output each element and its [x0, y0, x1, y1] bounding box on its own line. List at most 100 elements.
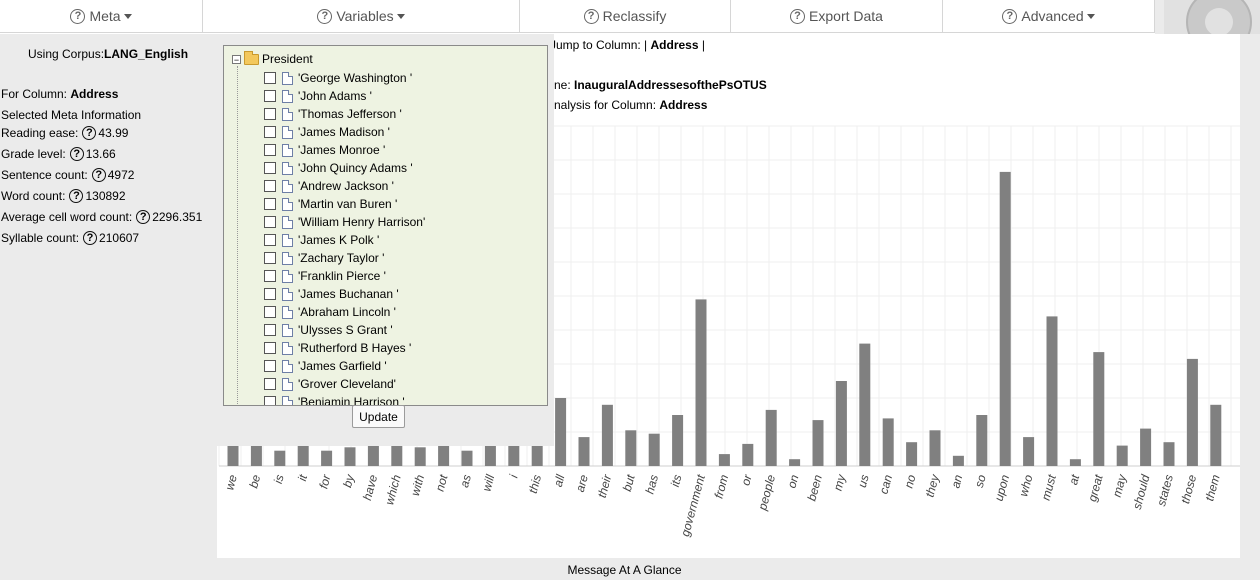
bar-who[interactable]	[1023, 437, 1035, 466]
bar-be[interactable]	[250, 438, 262, 466]
tree-item-checkbox[interactable]	[264, 144, 276, 156]
bar-an[interactable]	[952, 455, 964, 466]
tree-item-checkbox[interactable]	[264, 198, 276, 210]
bar-its[interactable]	[672, 415, 684, 466]
tree-item-checkbox[interactable]	[264, 396, 276, 405]
tree-item[interactable]: 'John Adams '	[264, 87, 372, 105]
bar-their[interactable]	[601, 404, 613, 466]
bar-no[interactable]	[906, 442, 918, 466]
bar-or[interactable]	[742, 443, 754, 466]
bar-at[interactable]	[1069, 459, 1081, 466]
bar-but[interactable]	[625, 430, 637, 466]
menu-advanced[interactable]: ? Advanced	[943, 0, 1155, 33]
tree-item[interactable]: 'Martin van Buren '	[264, 195, 397, 213]
x-tick-label: i	[506, 473, 520, 480]
tree-item[interactable]: 'John Quincy Adams '	[264, 159, 413, 177]
tree-item[interactable]: 'Grover Cleveland'	[264, 375, 396, 393]
variable-tree[interactable]: − President 'George Washington ' 'John Ad…	[223, 45, 548, 406]
bar-been[interactable]	[812, 420, 824, 466]
bar-will[interactable]	[484, 438, 496, 466]
bar-may[interactable]	[1116, 445, 1128, 466]
help-icon[interactable]: ?	[69, 189, 84, 203]
collapse-toggle-icon[interactable]: −	[232, 54, 241, 65]
bar-them[interactable]	[1210, 404, 1222, 466]
bar-us[interactable]	[859, 343, 871, 466]
tree-item-checkbox[interactable]	[264, 108, 276, 120]
bar-on[interactable]	[789, 459, 801, 466]
tree-item[interactable]: 'Benjamin Harrison '	[264, 393, 405, 405]
bar-they[interactable]	[929, 430, 941, 466]
bar-i[interactable]	[508, 438, 520, 466]
tree-item[interactable]: 'James Garfield '	[264, 357, 387, 375]
bar-so[interactable]	[976, 415, 988, 466]
bar-it[interactable]	[297, 438, 309, 466]
bar-which[interactable]	[391, 438, 403, 466]
bar-should[interactable]	[1140, 428, 1152, 466]
bar-from[interactable]	[718, 454, 730, 466]
tree-item[interactable]: 'James Madison '	[264, 123, 390, 141]
bar-must[interactable]	[1046, 316, 1058, 466]
menu-export-data[interactable]: ? Export Data	[731, 0, 943, 33]
bar-my[interactable]	[835, 381, 847, 466]
tree-item-checkbox[interactable]	[264, 180, 276, 192]
bar-are[interactable]	[578, 437, 590, 466]
jump-column-link[interactable]: Address	[650, 38, 699, 52]
bar-this[interactable]	[531, 443, 543, 466]
x-tick-label: us	[855, 473, 872, 489]
help-icon[interactable]: ?	[91, 168, 106, 182]
bar-for[interactable]	[321, 450, 333, 466]
tree-item-checkbox[interactable]	[264, 252, 276, 264]
tree-item-checkbox[interactable]	[264, 126, 276, 138]
tree-item-checkbox[interactable]	[264, 216, 276, 228]
tree-item-label: 'Rutherford B Hayes '	[298, 341, 412, 355]
bar-by[interactable]	[344, 447, 356, 466]
tree-item[interactable]: 'George Washington '	[264, 69, 412, 87]
tree-item-checkbox[interactable]	[264, 378, 276, 390]
tree-item[interactable]: 'James K Polk '	[264, 231, 379, 249]
bar-have[interactable]	[367, 438, 379, 466]
tree-item[interactable]: 'Zachary Taylor '	[264, 249, 384, 267]
tree-root[interactable]: − President	[232, 50, 313, 66]
tree-item-checkbox[interactable]	[264, 360, 276, 372]
bar-has[interactable]	[648, 433, 660, 466]
tree-item[interactable]: 'Ulysses S Grant '	[264, 321, 393, 339]
tree-item-checkbox[interactable]	[264, 72, 276, 84]
tree-item-checkbox[interactable]	[264, 306, 276, 318]
bar-all[interactable]	[555, 398, 567, 466]
tree-item-checkbox[interactable]	[264, 324, 276, 336]
tree-item[interactable]: 'William Henry Harrison'	[264, 213, 425, 231]
help-icon[interactable]: ?	[69, 147, 84, 161]
bar-we[interactable]	[227, 438, 239, 466]
bar-as[interactable]	[461, 450, 473, 466]
tree-item-checkbox[interactable]	[264, 342, 276, 354]
tree-item[interactable]: 'Abraham Lincoln '	[264, 303, 396, 321]
update-button[interactable]: Update	[352, 405, 405, 428]
bar-can[interactable]	[882, 418, 894, 466]
bar-is[interactable]	[274, 450, 286, 466]
tree-item[interactable]: 'Franklin Pierce '	[264, 267, 386, 285]
tree-item-checkbox[interactable]	[264, 288, 276, 300]
bar-people[interactable]	[765, 409, 777, 466]
menu-meta[interactable]: ? Meta	[0, 0, 203, 33]
tree-item-checkbox[interactable]	[264, 90, 276, 102]
tree-item-checkbox[interactable]	[264, 234, 276, 246]
bar-with[interactable]	[414, 447, 426, 466]
tree-item[interactable]: 'James Buchanan '	[264, 285, 399, 303]
menu-reclassify[interactable]: ? Reclassify	[520, 0, 731, 33]
bar-not[interactable]	[438, 438, 450, 466]
tree-item-checkbox[interactable]	[264, 270, 276, 282]
bar-upon[interactable]	[999, 171, 1011, 466]
help-icon[interactable]: ?	[82, 126, 97, 140]
tree-item-checkbox[interactable]	[264, 162, 276, 174]
tree-item[interactable]: 'Thomas Jefferson '	[264, 105, 402, 123]
help-icon[interactable]: ?	[83, 231, 98, 245]
bar-great[interactable]	[1093, 352, 1105, 466]
menu-variables[interactable]: ? Variables	[203, 0, 520, 33]
tree-item[interactable]: 'James Monroe '	[264, 141, 385, 159]
bar-those[interactable]	[1186, 358, 1198, 466]
help-icon[interactable]: ?	[136, 210, 151, 224]
bar-government[interactable]	[695, 299, 707, 466]
tree-item[interactable]: 'Rutherford B Hayes '	[264, 339, 411, 357]
bar-states[interactable]	[1163, 442, 1175, 466]
tree-item[interactable]: 'Andrew Jackson '	[264, 177, 394, 195]
